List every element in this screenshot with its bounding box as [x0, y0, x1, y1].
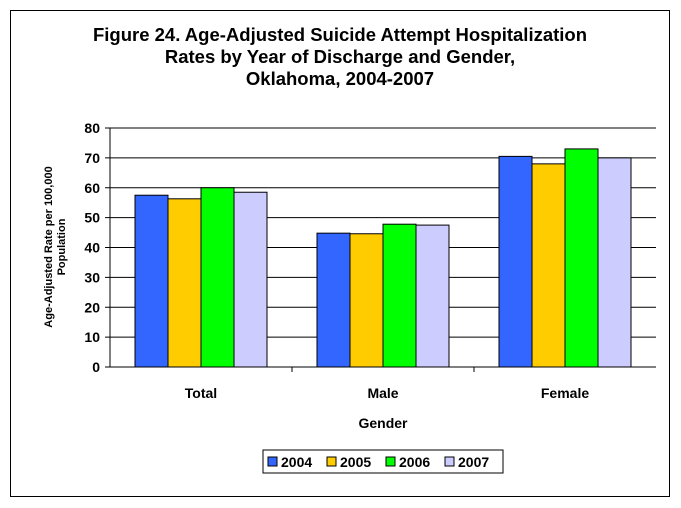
- x-tick-label-total: Total: [185, 385, 217, 401]
- y-tick-label: 30: [84, 269, 100, 285]
- y-tick-label: 0: [92, 359, 100, 375]
- bar-female-2006: [564, 148, 599, 368]
- bar-male-2004: [316, 232, 351, 368]
- legend-box: [262, 449, 504, 474]
- legend-label-2007: 2007: [458, 454, 489, 470]
- legend-label-2006: 2006: [399, 454, 430, 470]
- legend-label-2005: 2005: [340, 454, 371, 470]
- bar-female-2005: [531, 163, 566, 368]
- bar-total-2006: [200, 187, 235, 368]
- y-tick-label: 80: [84, 120, 100, 136]
- bar-male-2006: [382, 223, 417, 368]
- bar-male-2007: [415, 224, 450, 368]
- legend-swatch-2007: [444, 456, 455, 467]
- y-tick-label: 10: [84, 329, 100, 345]
- chart-title-line-1: Figure 24. Age-Adjusted Suicide Attempt …: [92, 24, 588, 45]
- y-tick-label: 50: [84, 210, 100, 226]
- y-axis-label-line-2: Population: [56, 218, 68, 275]
- bars: [134, 148, 632, 368]
- bar-total-2005: [167, 198, 202, 368]
- chart-title-line-3: Oklahoma, 2004-2007: [245, 68, 435, 89]
- bar-female-2007: [597, 157, 632, 368]
- y-tick-label: 20: [84, 299, 100, 315]
- bar-female-2004: [498, 155, 533, 368]
- x-tick-label-male: Male: [367, 385, 398, 401]
- legend-swatch-2004: [267, 456, 278, 467]
- legend-label-2004: 2004: [281, 454, 312, 470]
- bar-total-2007: [233, 191, 268, 368]
- legend-swatch-2005: [326, 456, 337, 467]
- axes: [105, 127, 656, 372]
- bar-male-2005: [349, 233, 384, 368]
- x-tick-labels: Total Male Female: [185, 385, 590, 401]
- x-axis-label: Gender: [358, 415, 408, 431]
- chart-title-line-2: Rates by Year of Discharge and Gender,: [164, 46, 516, 67]
- legend-swatch-2006: [385, 456, 396, 467]
- bar-total-2004: [134, 194, 169, 368]
- y-axis-label-line-1: Age-Adjusted Rate per 100,000: [43, 166, 55, 327]
- y-tick-label: 60: [84, 180, 100, 196]
- y-tick-label: 70: [84, 150, 100, 166]
- y-tick-label: 40: [84, 240, 100, 256]
- y-tick-labels: 0 10 20 30 40 50 60 70 80: [84, 120, 100, 375]
- legend: 2004 2005 2006 2007: [262, 449, 504, 474]
- chart-title: Figure 24. Age-Adjusted Suicide Attempt …: [10, 24, 670, 90]
- x-tick-label-female: Female: [541, 385, 589, 401]
